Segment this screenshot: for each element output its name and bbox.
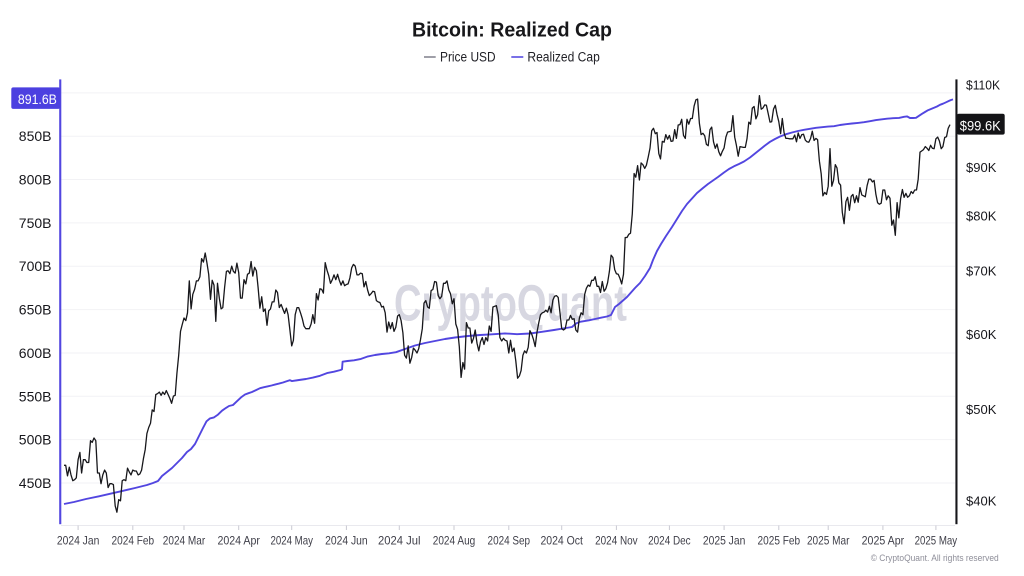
svg-text:500B: 500B <box>19 432 52 448</box>
svg-text:$60K: $60K <box>966 327 997 342</box>
svg-text:$110K: $110K <box>966 78 1000 93</box>
svg-text:2025 Mar: 2025 Mar <box>807 534 850 548</box>
svg-text:750B: 750B <box>19 215 52 231</box>
svg-text:2025 May: 2025 May <box>915 534 958 548</box>
svg-text:800B: 800B <box>19 172 52 188</box>
svg-text:2024 Jan: 2024 Jan <box>57 534 100 548</box>
svg-text:2025 Feb: 2025 Feb <box>758 534 801 548</box>
svg-text:2024 Jun: 2024 Jun <box>325 534 368 548</box>
svg-text:891.6B: 891.6B <box>18 91 57 107</box>
svg-text:2024 Aug: 2024 Aug <box>433 534 476 548</box>
svg-text:550B: 550B <box>19 388 52 404</box>
svg-text:CryptoQuant: CryptoQuant <box>394 274 627 331</box>
svg-text:2024 Nov: 2024 Nov <box>595 534 638 548</box>
svg-text:2025 Jan: 2025 Jan <box>703 534 746 548</box>
svg-text:$70K: $70K <box>966 264 997 279</box>
svg-text:© CryptoQuant. All rights rese: © CryptoQuant. All rights reserved <box>871 553 999 563</box>
svg-text:450B: 450B <box>19 475 52 491</box>
svg-text:650B: 650B <box>19 302 52 318</box>
svg-text:2024 Sep: 2024 Sep <box>488 534 531 548</box>
svg-text:$99.6K: $99.6K <box>960 117 1002 133</box>
svg-text:$50K: $50K <box>966 402 997 417</box>
svg-text:Price USD: Price USD <box>440 49 496 64</box>
svg-text:2024 May: 2024 May <box>270 534 313 548</box>
svg-text:Bitcoin: Realized Cap: Bitcoin: Realized Cap <box>412 19 612 41</box>
svg-text:$40K: $40K <box>966 494 997 509</box>
svg-text:700B: 700B <box>19 258 52 274</box>
svg-text:2024 Mar: 2024 Mar <box>163 534 206 548</box>
svg-text:2024 Dec: 2024 Dec <box>648 534 691 548</box>
svg-text:2024 Oct: 2024 Oct <box>540 534 583 548</box>
svg-text:2025 Apr: 2025 Apr <box>862 534 905 548</box>
svg-text:2024 Feb: 2024 Feb <box>112 534 155 548</box>
svg-text:850B: 850B <box>19 128 52 144</box>
svg-text:$90K: $90K <box>966 160 997 175</box>
svg-text:Realized Cap: Realized Cap <box>527 49 599 64</box>
svg-text:600B: 600B <box>19 345 52 361</box>
svg-text:$80K: $80K <box>966 209 997 224</box>
svg-text:2024 Jul: 2024 Jul <box>378 534 421 548</box>
svg-text:2024 Apr: 2024 Apr <box>217 534 260 548</box>
